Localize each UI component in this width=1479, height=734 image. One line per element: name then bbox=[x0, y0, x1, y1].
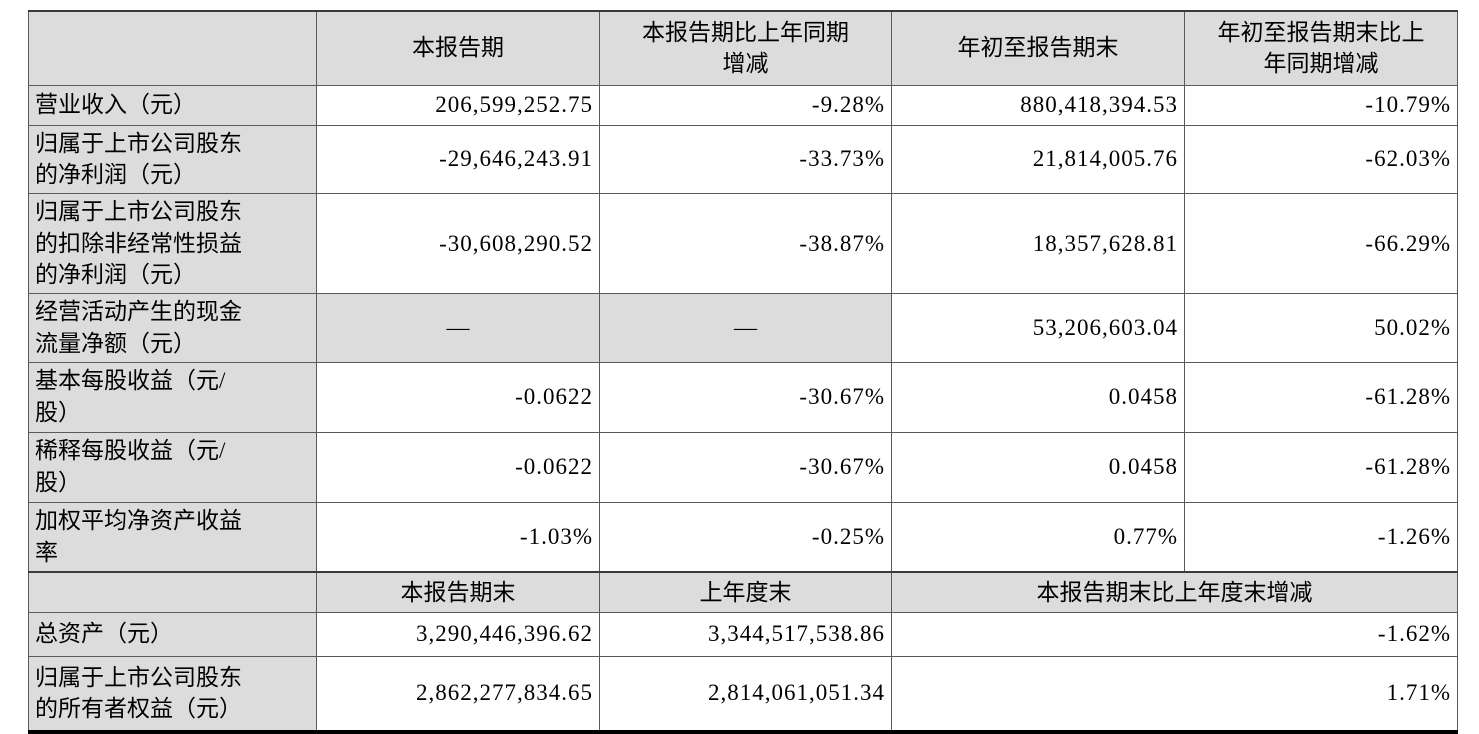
row-diluted-eps: 稀释每股收益（元/ 股） -0.0622 -30.67% 0.0458 -61.… bbox=[28, 431, 1458, 503]
row-label: 归属于上市公司股东 的扣除非经常性损益 的净利润（元） bbox=[28, 192, 317, 295]
value-current-yoy-dash: — bbox=[599, 293, 892, 363]
value-current-yoy: -0.25% bbox=[599, 501, 892, 573]
value-end-of-period: 2,862,277,834.65 bbox=[316, 655, 600, 733]
value-current: -30,608,290.52 bbox=[316, 192, 600, 295]
value-current-yoy: -9.28% bbox=[599, 84, 892, 126]
key-financials-table: 本报告期 本报告期比上年同期 增减 年初至报告期末 年初至报告期末比上 年同期增… bbox=[28, 10, 1458, 734]
value-current: -0.0622 bbox=[316, 431, 600, 503]
value-ytd-yoy: -10.79% bbox=[1184, 84, 1458, 126]
row-label: 总资产（元） bbox=[28, 611, 317, 657]
row-basic-eps: 基本每股收益（元/ 股） -0.0622 -30.67% 0.0458 -61.… bbox=[28, 361, 1458, 433]
header-end-vs-prior-year-change: 本报告期末比上年度末增减 bbox=[891, 571, 1458, 613]
header-end-of-prior-year: 上年度末 bbox=[599, 571, 892, 613]
value-ytd-yoy: -61.28% bbox=[1184, 361, 1458, 433]
value-current-yoy: -30.67% bbox=[599, 431, 892, 503]
row-label: 基本每股收益（元/ 股） bbox=[28, 361, 317, 433]
value-current: -29,646,243.91 bbox=[316, 124, 600, 194]
value-current-dash: — bbox=[316, 293, 600, 363]
row-label: 稀释每股收益（元/ 股） bbox=[28, 431, 317, 503]
row-operating-cash-flow: 经营活动产生的现金 流量净额（元） — — 53,206,603.04 50.0… bbox=[28, 293, 1458, 363]
value-end-of-period: 3,290,446,396.62 bbox=[316, 611, 600, 657]
header-ytd: 年初至报告期末 bbox=[891, 10, 1185, 86]
value-ytd: 0.0458 bbox=[891, 361, 1185, 433]
value-current: -1.03% bbox=[316, 501, 600, 573]
value-ytd: 0.77% bbox=[891, 501, 1185, 573]
value-end-of-prior-year: 2,814,061,051.34 bbox=[599, 655, 892, 733]
row-label: 营业收入（元） bbox=[28, 84, 317, 126]
value-ytd: 53,206,603.04 bbox=[891, 293, 1185, 363]
header-ytd-yoy: 年初至报告期末比上 年同期增减 bbox=[1184, 10, 1458, 86]
value-ytd-yoy: 50.02% bbox=[1184, 293, 1458, 363]
value-ytd-yoy: -66.29% bbox=[1184, 192, 1458, 295]
value-ytd: 0.0458 bbox=[891, 431, 1185, 503]
value-current: 206,599,252.75 bbox=[316, 84, 600, 126]
row-net-profit-attributable: 归属于上市公司股东 的净利润（元） -29,646,243.91 -33.73%… bbox=[28, 124, 1458, 194]
row-total-assets: 总资产（元） 3,290,446,396.62 3,344,517,538.86… bbox=[28, 611, 1458, 657]
header-current-period-yoy: 本报告期比上年同期 增减 bbox=[599, 10, 892, 86]
header-corner-cell bbox=[28, 10, 317, 86]
row-equity-attributable: 归属于上市公司股东 的所有者权益（元） 2,862,277,834.65 2,8… bbox=[28, 655, 1458, 733]
value-ytd: 18,357,628.81 bbox=[891, 192, 1185, 295]
value-current-yoy: -38.87% bbox=[599, 192, 892, 295]
value-current-yoy: -30.67% bbox=[599, 361, 892, 433]
value-ytd-yoy: -1.26% bbox=[1184, 501, 1458, 573]
header2-corner-cell bbox=[28, 571, 317, 613]
value-current-yoy: -33.73% bbox=[599, 124, 892, 194]
value-ytd-yoy: -62.03% bbox=[1184, 124, 1458, 194]
row-label: 归属于上市公司股东 的净利润（元） bbox=[28, 124, 317, 194]
row-label: 经营活动产生的现金 流量净额（元） bbox=[28, 293, 317, 363]
row-operating-revenue: 营业收入（元） 206,599,252.75 -9.28% 880,418,39… bbox=[28, 84, 1458, 126]
row-label: 加权平均净资产收益 率 bbox=[28, 501, 317, 573]
value-current: -0.0622 bbox=[316, 361, 600, 433]
row-weighted-avg-roe: 加权平均净资产收益 率 -1.03% -0.25% 0.77% -1.26% bbox=[28, 501, 1458, 573]
value-ytd: 21,814,005.76 bbox=[891, 124, 1185, 194]
row-label: 归属于上市公司股东 的所有者权益（元） bbox=[28, 655, 317, 733]
value-change: -1.62% bbox=[891, 611, 1458, 657]
header-row-period: 本报告期 本报告期比上年同期 增减 年初至报告期末 年初至报告期末比上 年同期增… bbox=[28, 10, 1458, 86]
value-end-of-prior-year: 3,344,517,538.86 bbox=[599, 611, 892, 657]
header-row-period-end: 本报告期末 上年度末 本报告期末比上年度末增减 bbox=[28, 571, 1458, 613]
value-ytd-yoy: -61.28% bbox=[1184, 431, 1458, 503]
value-ytd: 880,418,394.53 bbox=[891, 84, 1185, 126]
header-end-of-period: 本报告期末 bbox=[316, 571, 600, 613]
financial-summary-table: 本报告期 本报告期比上年同期 增减 年初至报告期末 年初至报告期末比上 年同期增… bbox=[28, 10, 1458, 734]
row-net-profit-excl-nonrecurring: 归属于上市公司股东 的扣除非经常性损益 的净利润（元） -30,608,290.… bbox=[28, 192, 1458, 295]
header-current-period: 本报告期 bbox=[316, 10, 600, 86]
value-change: 1.71% bbox=[891, 655, 1458, 733]
